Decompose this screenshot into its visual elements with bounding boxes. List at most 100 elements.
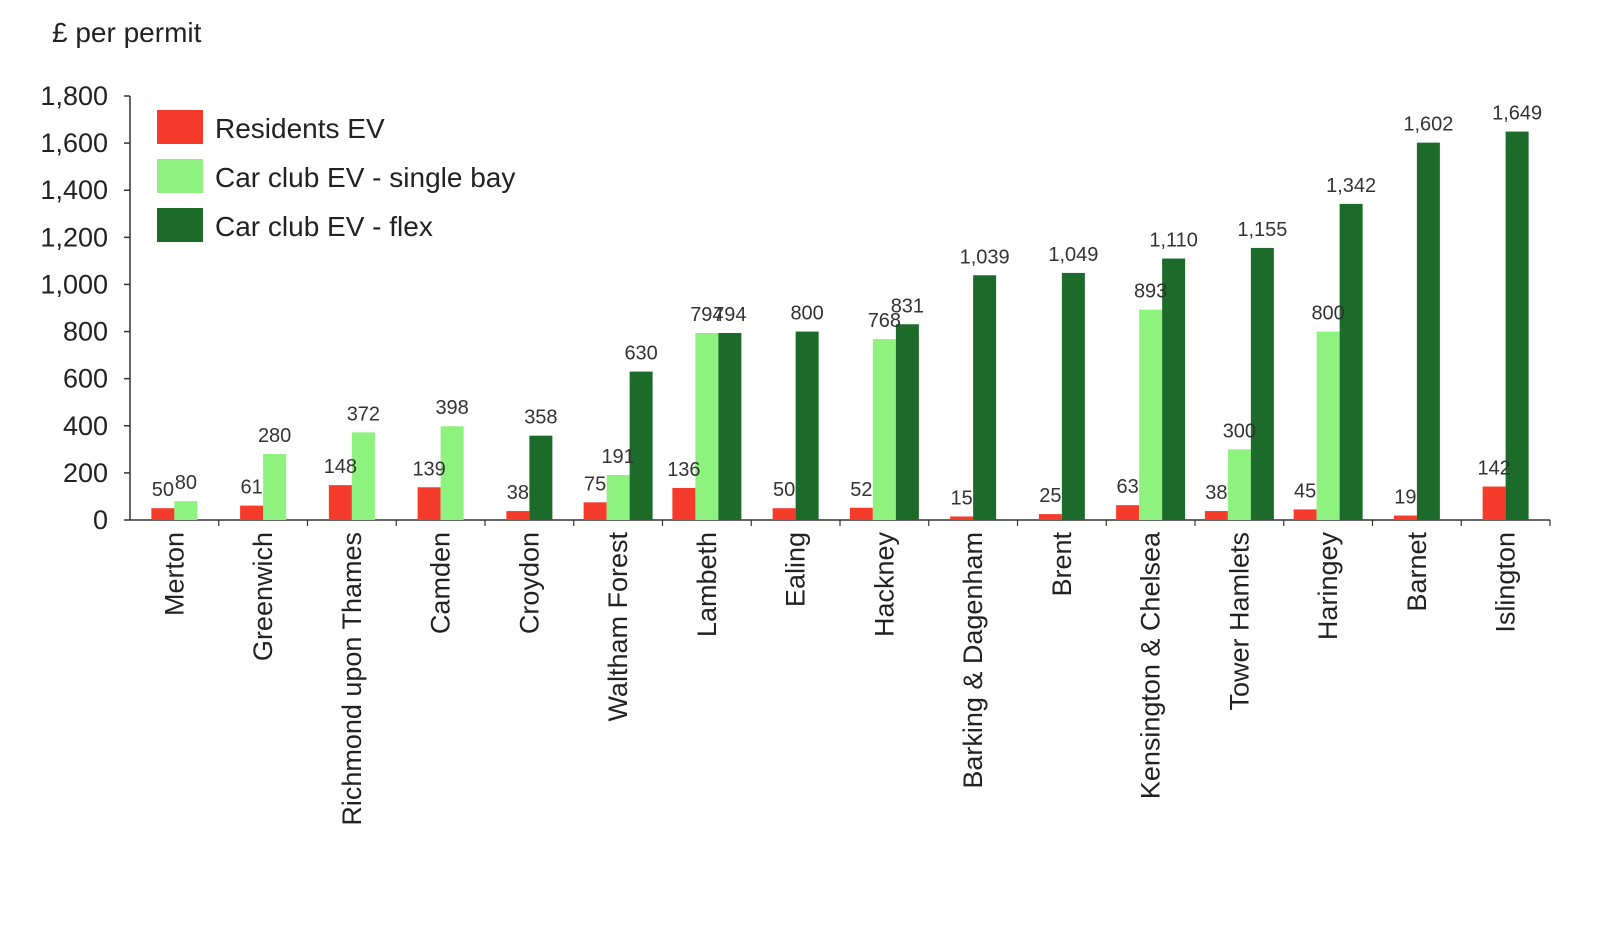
y-tick-label: 400 <box>63 411 108 441</box>
data-label: 136 <box>667 459 700 481</box>
bar-residents-ev <box>672 487 696 520</box>
data-label: 139 <box>412 458 445 480</box>
data-label: 1,049 <box>1048 244 1098 266</box>
bar-residents-ev <box>417 487 441 520</box>
data-label: 398 <box>435 397 468 419</box>
data-label: 831 <box>891 295 924 317</box>
bar-residents-ev <box>1038 514 1062 520</box>
bar-residents-ev <box>849 507 873 520</box>
bar-residents-ev <box>950 516 974 520</box>
data-label: 893 <box>1134 281 1167 303</box>
bar-car-club-flex <box>1250 247 1274 520</box>
data-label: 38 <box>1205 482 1227 504</box>
bar-residents-ev <box>772 508 796 520</box>
bar-car-club-flex <box>1339 203 1363 520</box>
data-label: 768 <box>868 310 901 332</box>
category-labels: Merton Greenwich Richmond upon Thames Camde… <box>159 531 1520 826</box>
bar-residents-ev <box>1393 515 1417 520</box>
data-label: 358 <box>524 407 557 429</box>
bar-car-club-flex <box>1162 258 1186 520</box>
bar-car-club-single-bay <box>174 501 198 520</box>
bar-car-club-single-bay <box>606 475 630 520</box>
legend-label: Car club EV - single bay <box>215 162 515 193</box>
x-category-label: Brent <box>1047 532 1077 597</box>
bar-residents-ev <box>506 511 530 520</box>
y-tick-label: 0 <box>93 505 108 535</box>
data-label: 75 <box>584 473 606 495</box>
data-label: 15 <box>951 487 973 509</box>
x-category-label: Croydon <box>514 532 544 634</box>
x-category-label: Barnet <box>1402 532 1432 612</box>
bar-car-club-flex <box>795 331 819 520</box>
data-labels: 50 80 612801483721393983835875191630136794… <box>152 103 1542 510</box>
bar-car-club-single-bay <box>1139 309 1163 520</box>
data-label: 1,342 <box>1326 175 1376 197</box>
y-tick-label: 800 <box>63 317 108 347</box>
data-label: 19 <box>1394 487 1416 509</box>
bar-car-club-single-bay <box>872 339 896 520</box>
data-label: 50 <box>152 479 174 501</box>
data-label: 800 <box>1311 303 1344 325</box>
bar-car-club-single-bay <box>695 332 719 520</box>
bar-car-club-single-bay <box>351 432 375 520</box>
legend-swatch <box>157 159 203 193</box>
data-label: 25 <box>1039 485 1061 507</box>
bar-car-club-flex <box>973 275 997 520</box>
bar-residents-ev <box>151 508 175 520</box>
y-tick-label: 1,400 <box>40 175 108 205</box>
y-tick-label: 200 <box>63 458 108 488</box>
bar-car-club-flex <box>1061 272 1085 520</box>
data-label: 191 <box>601 446 634 468</box>
axes: 0 200 400 600 800 1,000 1,200 1,400 1,600 1,800 <box>40 81 1551 535</box>
bar-residents-ev <box>583 502 607 520</box>
x-category-label: Merton <box>159 532 189 616</box>
bar-car-club-flex <box>629 371 653 520</box>
bar-car-club-flex <box>1416 142 1440 520</box>
y-tick-label: 1,600 <box>40 128 108 158</box>
bar-car-club-single-bay <box>263 454 287 520</box>
x-category-label: Haringey <box>1313 532 1343 641</box>
data-label: 1,039 <box>960 246 1010 268</box>
bar-residents-ev <box>1116 505 1140 520</box>
data-label: 1,110 <box>1149 230 1198 252</box>
data-label: 50 <box>773 479 795 501</box>
x-category-label: Hackney <box>869 532 899 638</box>
x-category-label: Camden <box>426 532 456 634</box>
bars <box>151 131 1529 520</box>
bar-residents-ev <box>1293 509 1317 520</box>
y-tick-label: 1,000 <box>40 269 108 299</box>
y-tick-label: 1,200 <box>40 222 108 252</box>
legend: Residents EV Car club EV - single bay Car … <box>157 110 515 242</box>
legend-swatch <box>157 110 203 144</box>
legend-label: Car club EV - flex <box>215 211 433 242</box>
x-category-label: Lambeth <box>692 532 722 637</box>
data-label: 38 <box>507 482 529 504</box>
data-label: 1,155 <box>1237 219 1287 241</box>
data-label: 794 <box>713 304 746 326</box>
bar-car-club-flex <box>718 332 742 520</box>
x-category-label: Greenwich <box>248 532 278 661</box>
data-label: 1,602 <box>1403 114 1453 136</box>
bar-residents-ev <box>1204 511 1228 520</box>
bar-car-club-flex <box>529 435 553 520</box>
bar-residents-ev <box>240 505 264 520</box>
data-label: 630 <box>624 343 657 365</box>
x-category-label: Islington <box>1491 532 1521 633</box>
data-label: 63 <box>1117 476 1139 498</box>
bar-residents-ev <box>328 485 352 520</box>
y-tick-label: 1,800 <box>40 81 108 111</box>
y-tick-label: 600 <box>63 364 108 394</box>
y-axis-unit-label: £ per permit <box>52 17 202 48</box>
bar-car-club-flex <box>1505 131 1529 520</box>
bar-car-club-single-bay <box>440 426 464 520</box>
data-label: 61 <box>241 477 263 499</box>
legend-label: Residents EV <box>215 113 385 144</box>
legend-swatch <box>157 208 203 242</box>
data-label: 142 <box>1477 458 1510 480</box>
x-category-label: Richmond upon Thames <box>337 532 367 826</box>
bar-car-club-single-bay <box>1227 449 1251 520</box>
data-label: 52 <box>850 479 872 501</box>
x-category-label: Tower Hamlets <box>1224 532 1254 711</box>
